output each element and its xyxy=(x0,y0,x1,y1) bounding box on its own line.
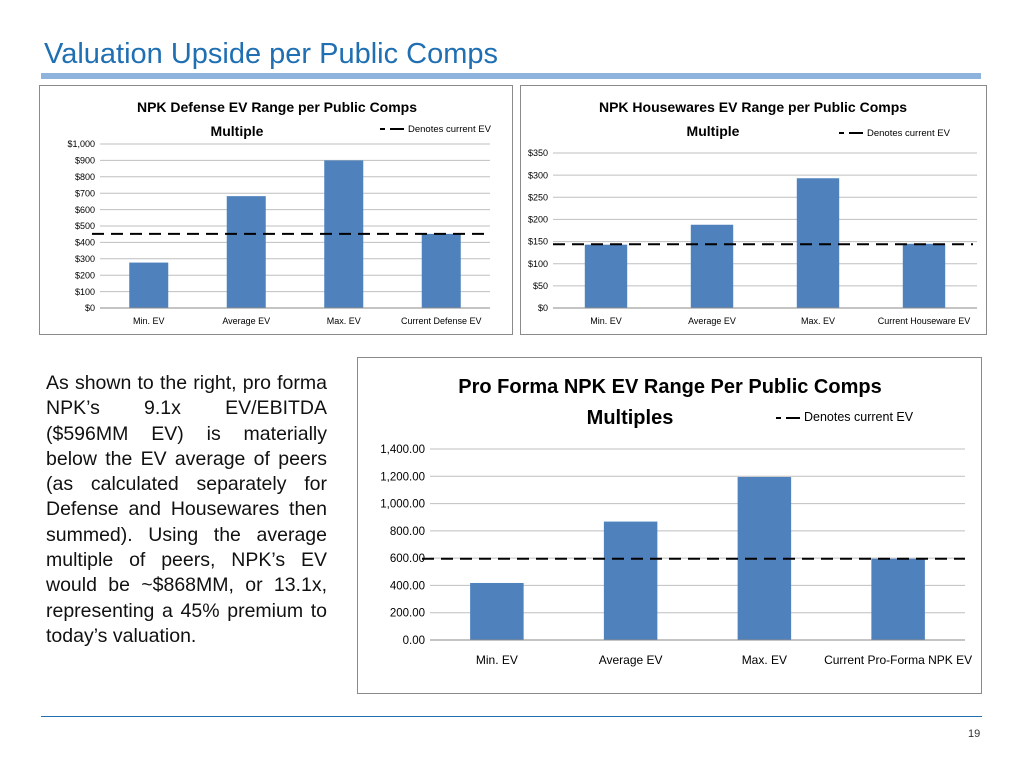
bar xyxy=(129,262,169,308)
bar xyxy=(584,244,628,308)
y-tick-label: $500 xyxy=(75,221,95,231)
y-tick-label: 1,200.00 xyxy=(380,471,425,483)
x-category-label: Average EV xyxy=(688,316,736,326)
chart-title-line: NPK Defense EV Range per Public Comps xyxy=(137,99,417,115)
pro-forma-ev-chart: Pro Forma NPK EV Range Per Public Comps M… xyxy=(357,357,982,694)
page-number: 19 xyxy=(968,728,981,740)
chart-title-line: Multiple xyxy=(211,123,264,139)
y-tick-label: 600.00 xyxy=(390,553,425,565)
chart-title-line: Multiples xyxy=(587,407,674,429)
x-category-label: Current Pro-Forma NPK EV xyxy=(824,653,972,667)
y-tick-label: $700 xyxy=(75,188,95,198)
y-tick-label: $800 xyxy=(75,172,95,182)
x-category-label: Min. EV xyxy=(133,316,165,326)
housewares-ev-chart: NPK Housewares EV Range per Public Comps… xyxy=(520,85,987,335)
y-tick-label: $100 xyxy=(75,287,95,297)
x-category-label: Min. EV xyxy=(476,653,518,667)
chart-title-line: NPK Housewares EV Range per Public Comps xyxy=(599,99,907,115)
y-tick-label: 1,000.00 xyxy=(380,499,425,511)
slide-title: Valuation Upside per Public Comps xyxy=(44,38,499,70)
commentary-text: As shown to the right, pro forma NPK’s 9… xyxy=(46,372,327,647)
x-category-label: Current Houseware EV xyxy=(878,316,971,326)
x-category-label: Max. EV xyxy=(742,653,787,667)
y-tick-label: 0.00 xyxy=(403,635,425,647)
x-category-label: Average EV xyxy=(222,316,270,326)
bar xyxy=(226,196,266,308)
chart-title-line: Pro Forma NPK EV Range Per Public Comps xyxy=(458,376,881,398)
y-tick-label: $300 xyxy=(528,170,548,180)
y-tick-label: 1,400.00 xyxy=(380,444,425,456)
y-tick-label: $200 xyxy=(528,215,548,225)
bar xyxy=(603,521,658,640)
y-tick-label: $900 xyxy=(75,156,95,166)
chart-svg: Pro Forma NPK EV Range Per Public Comps M… xyxy=(380,376,972,667)
bar xyxy=(902,243,946,308)
bar xyxy=(470,582,524,640)
y-tick-label: $0 xyxy=(85,303,95,313)
bar xyxy=(796,178,840,308)
y-tick-label: $600 xyxy=(75,205,95,215)
bar xyxy=(690,224,734,308)
legend-label: Denotes current EV xyxy=(408,124,492,135)
y-tick-label: 800.00 xyxy=(390,526,425,538)
y-tick-label: 400.00 xyxy=(390,580,425,592)
chart-svg: NPK Defense EV Range per Public Comps Mul… xyxy=(67,99,492,326)
title-underline xyxy=(41,73,981,79)
y-tick-label: $250 xyxy=(528,192,548,202)
y-tick-label: $50 xyxy=(533,281,548,291)
x-category-label: Max. EV xyxy=(801,316,835,326)
legend-label: Denotes current EV xyxy=(867,128,951,139)
bar xyxy=(871,558,925,640)
y-tick-label: $150 xyxy=(528,237,548,247)
y-tick-label: $200 xyxy=(75,270,95,280)
x-category-label: Current Defense EV xyxy=(401,316,482,326)
y-tick-label: 200.00 xyxy=(390,608,425,620)
y-tick-label: $0 xyxy=(538,303,548,313)
y-tick-label: $1,000 xyxy=(67,139,95,149)
x-category-label: Average EV xyxy=(599,653,663,667)
x-category-label: Max. EV xyxy=(327,316,361,326)
defense-ev-chart: NPK Defense EV Range per Public Comps Mul… xyxy=(39,85,513,335)
y-tick-label: $300 xyxy=(75,254,95,264)
y-tick-label: $400 xyxy=(75,238,95,248)
y-tick-label: $100 xyxy=(528,259,548,269)
bar xyxy=(421,233,461,308)
chart-title-line: Multiple xyxy=(687,123,740,139)
y-tick-label: $350 xyxy=(528,148,548,158)
legend-label: Denotes current EV xyxy=(804,410,914,424)
chart-svg: NPK Housewares EV Range per Public Comps… xyxy=(528,99,977,326)
footer-rule xyxy=(41,716,982,717)
x-category-label: Min. EV xyxy=(590,316,622,326)
